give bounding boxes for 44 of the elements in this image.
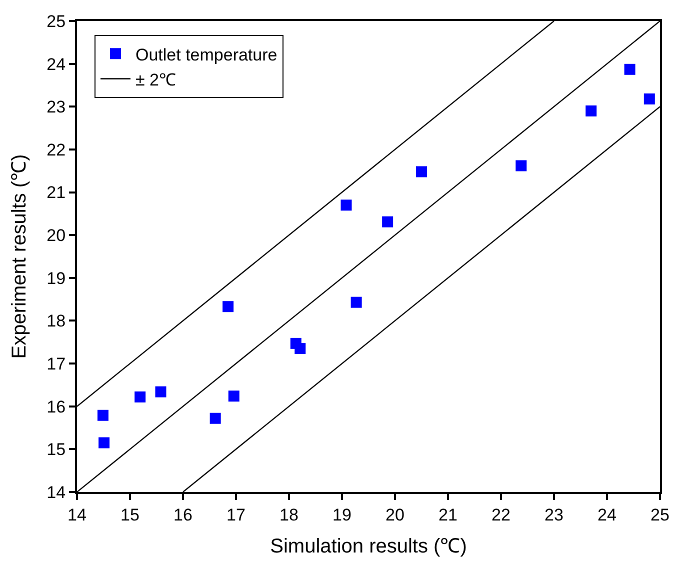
x-tick-label: 18 xyxy=(280,505,298,524)
y-tick-label: 24 xyxy=(46,54,66,74)
y-tick-label: 23 xyxy=(46,98,66,117)
point xyxy=(222,301,234,312)
x-tick-label: 25 xyxy=(650,505,670,524)
y-tick-label: 20 xyxy=(46,226,66,246)
x-tick-label: 24 xyxy=(598,505,616,524)
y-tick-label: 19 xyxy=(46,268,66,288)
point xyxy=(586,105,597,116)
x-tick-label: 14 xyxy=(68,505,86,524)
point xyxy=(624,64,636,75)
x-tick-label: 23 xyxy=(544,505,564,524)
x-tick-label: 22 xyxy=(492,505,510,524)
x-tick-label: 21 xyxy=(438,505,458,524)
x-tick-label: 19 xyxy=(332,505,352,524)
y-tick-label: 14 xyxy=(46,482,66,502)
point xyxy=(416,166,427,178)
legend-label: Outlet temperature xyxy=(135,45,278,64)
y-tick-label: 17 xyxy=(46,354,66,374)
point xyxy=(294,343,306,354)
y-tick-label: 15 xyxy=(46,440,66,460)
y-tick-label: 16 xyxy=(46,397,66,416)
x-tick-label: 15 xyxy=(120,505,140,524)
point xyxy=(516,160,527,172)
point xyxy=(382,216,394,228)
point xyxy=(97,410,108,421)
legend-label: ± 2℃ xyxy=(135,70,176,90)
x-tick-label: 17 xyxy=(226,505,246,524)
y-tick-label: 22 xyxy=(46,140,66,160)
x-tick-label: 16 xyxy=(174,505,192,524)
x-axis-title: Simulation results (℃) xyxy=(270,535,467,558)
point xyxy=(98,437,110,448)
point xyxy=(210,412,221,424)
y-axis-title: Experiment results (℃) xyxy=(8,154,31,359)
x-tick-label: 20 xyxy=(386,505,404,524)
point xyxy=(155,386,166,398)
point xyxy=(350,296,362,308)
point xyxy=(228,390,240,402)
y-tick-label: 25 xyxy=(46,12,66,31)
y-tick-label: 21 xyxy=(46,183,66,202)
point xyxy=(134,391,146,402)
point xyxy=(644,93,655,104)
point xyxy=(340,200,352,211)
y-tick-label: 18 xyxy=(46,312,66,331)
